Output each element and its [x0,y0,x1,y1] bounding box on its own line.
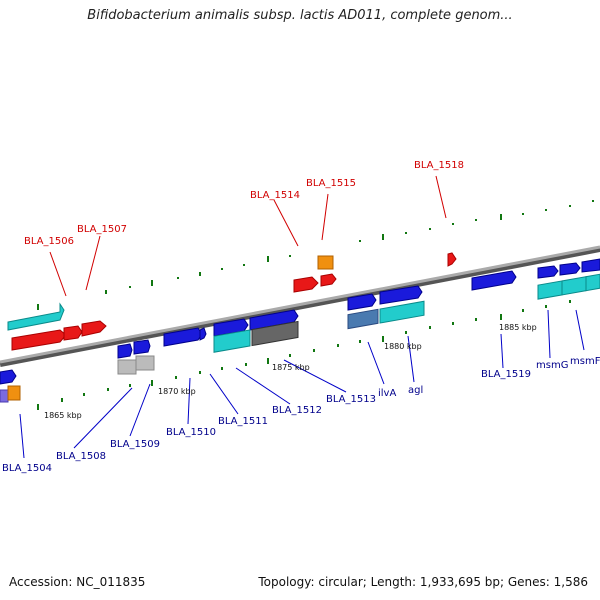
gene-feature[interactable] [561,276,587,296]
gene-feature[interactable] [379,300,425,324]
diagram-title: Bifidobacterium animalis subsp. lactis A… [87,8,513,23]
gene-feature[interactable] [135,355,155,371]
gene-label[interactable]: BLA_1512 [272,405,322,416]
gene-feature[interactable] [0,389,9,403]
gene-label[interactable]: msmF [570,356,600,367]
genome-backbone-shadow [0,246,600,367]
upper-tick-row [37,200,594,310]
gene-label[interactable]: agl [408,385,423,396]
gene-label[interactable]: BLA_1507 [77,224,127,235]
kbp-label: 1875 kbp [272,363,310,372]
gene-label[interactable]: BLA_1518 [414,160,464,171]
gene-feature[interactable] [117,359,137,375]
genome-summary-text: Topology: circular; Length: 1,933,695 bp… [258,575,588,589]
lower-tick-row [37,300,571,410]
gene-label[interactable]: BLA_1506 [24,236,74,247]
gene-feature[interactable] [585,273,600,292]
gene-feature[interactable] [133,339,151,355]
gene-label[interactable]: BLA_1513 [326,394,376,405]
gene-feature[interactable] [293,276,319,293]
genome-backbone [0,245,600,364]
gene-feature[interactable] [471,270,517,291]
kbp-label: 1880 kbp [384,342,422,351]
gene-feature[interactable] [537,265,559,279]
gene-feature[interactable] [199,327,207,341]
gene-feature[interactable] [379,285,423,305]
label-leader-lines [19,175,585,459]
gene-feature[interactable] [81,320,107,337]
gene-label[interactable]: BLA_1504 [2,463,52,474]
kbp-label: 1870 kbp [158,387,196,396]
gene-feature[interactable] [251,320,299,347]
kbp-label: 1865 kbp [44,411,82,420]
gene-label[interactable]: BLA_1519 [481,369,531,380]
features-forward [7,252,600,351]
gene-feature[interactable] [7,385,21,401]
gene-feature[interactable] [11,329,67,351]
gene-feature[interactable] [7,302,65,331]
features-reverse [0,273,600,403]
gene-feature[interactable] [117,343,133,359]
gene-feature[interactable] [317,255,334,270]
gene-feature[interactable] [537,280,563,300]
gene-feature[interactable] [213,329,251,353]
gene-feature[interactable] [0,369,17,385]
gene-label[interactable]: BLA_1510 [166,427,216,438]
gene-feature[interactable] [581,258,600,273]
accession-text: Accession: NC_011835 [9,575,146,589]
gene-label[interactable]: ilvA [378,388,396,399]
gene-feature[interactable] [347,308,379,330]
gene-label[interactable]: BLA_1508 [56,451,106,462]
gene-label[interactable]: BLA_1515 [306,178,356,189]
gene-label[interactable]: BLA_1511 [218,416,268,427]
kbp-label: 1885 kbp [499,323,537,332]
gene-label[interactable]: BLA_1509 [110,439,160,450]
gene-feature[interactable] [559,262,581,276]
gene-label[interactable]: msmG [536,360,568,371]
gene-feature[interactable] [320,273,337,287]
gene-feature[interactable] [249,309,299,331]
gene-feature[interactable] [63,325,83,341]
gene-feature[interactable] [447,252,457,267]
gene-label[interactable]: BLA_1514 [250,190,300,201]
gene-feature[interactable] [347,293,377,311]
